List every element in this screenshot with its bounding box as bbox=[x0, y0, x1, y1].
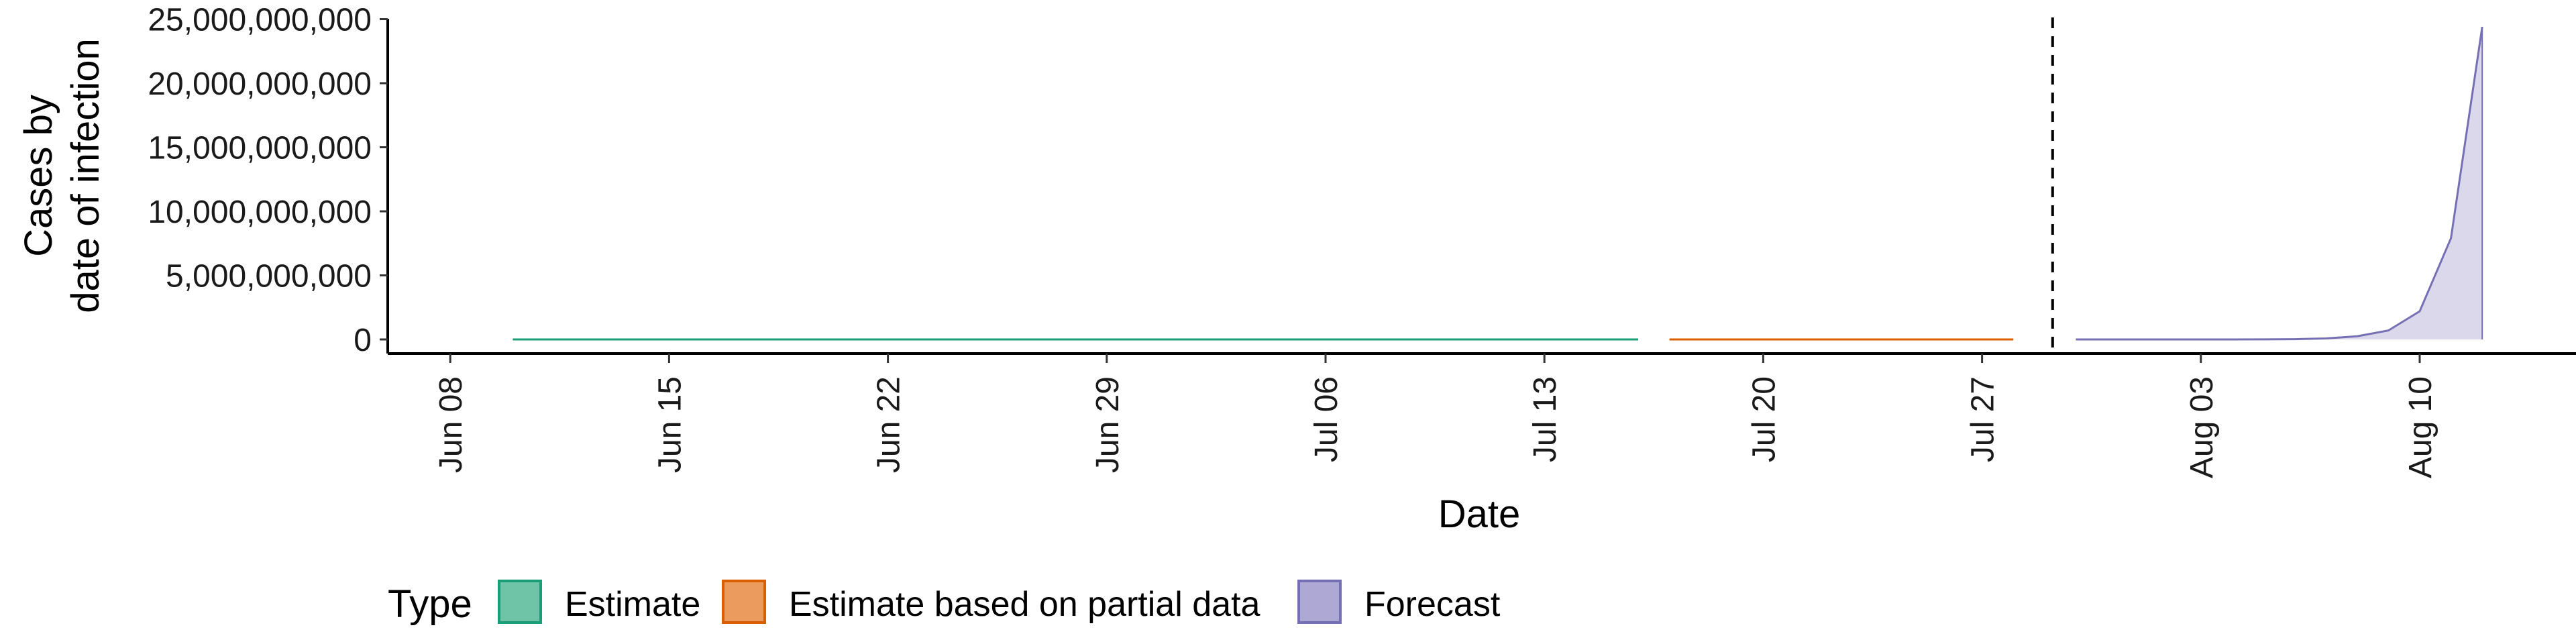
x-tick-label: Jul 13 bbox=[1527, 376, 1563, 462]
x-tick-label: Jun 08 bbox=[433, 376, 469, 473]
x-tick-label: Jun 22 bbox=[871, 376, 907, 473]
y-tick-label: 15,000,000,000 bbox=[148, 131, 372, 166]
legend-swatch-estimate-based-on-partial-data bbox=[722, 580, 766, 624]
y-tick-label: 20,000,000,000 bbox=[148, 66, 372, 102]
legend-label-estimate-based-on-partial-data: Estimate based on partial data bbox=[789, 585, 1260, 624]
legend-swatch-forecast bbox=[1297, 580, 1342, 624]
legend-label-forecast: Forecast bbox=[1364, 585, 1501, 624]
y-tick-label: 25,000,000,000 bbox=[148, 3, 372, 38]
x-axis-title: Date bbox=[1438, 492, 1521, 536]
x-tick-label: Jun 29 bbox=[1090, 376, 1126, 473]
y-tick-label: 10,000,000,000 bbox=[148, 195, 372, 230]
x-tick-label: Jul 06 bbox=[1309, 376, 1344, 462]
y-axis-title: Cases by date of infection bbox=[17, 38, 107, 313]
plot-area: 0 5,000,000,000 10,000,000,000 15,000,000,0… bbox=[148, 3, 2576, 478]
x-tick-label: Jun 15 bbox=[652, 376, 688, 473]
legend-swatch-estimate bbox=[498, 580, 542, 624]
legend-label-estimate: Estimate bbox=[565, 585, 700, 624]
x-tick-label: Jul 20 bbox=[1746, 376, 1782, 462]
legend: Type Estimate Estimate based on partial da… bbox=[388, 580, 1501, 626]
y-axis-title-line-1: Cases by bbox=[17, 95, 60, 257]
y-axis-title-line-2: date of infection bbox=[64, 38, 107, 313]
series-line-forecast bbox=[2076, 26, 2483, 341]
x-tick-label: Jul 27 bbox=[1966, 376, 2001, 462]
legend-title: Type bbox=[388, 582, 472, 626]
x-tick-label: Aug 03 bbox=[2184, 376, 2220, 478]
series-area-forecast bbox=[2076, 27, 2483, 339]
y-tick-label: 0 bbox=[354, 323, 372, 358]
y-tick-label: 5,000,000,000 bbox=[166, 259, 372, 294]
x-tick-label: Aug 10 bbox=[2403, 376, 2438, 478]
